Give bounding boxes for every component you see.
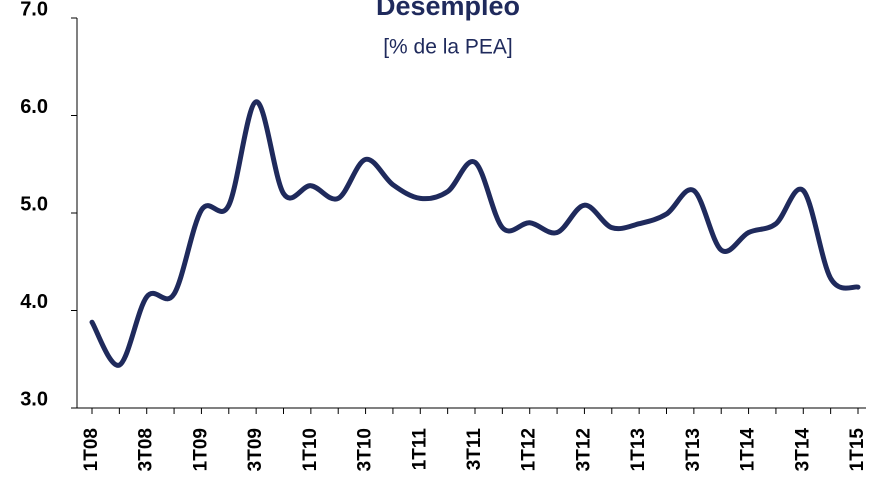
y-tick-label: 4.0 <box>20 291 48 313</box>
x-tick-label: 3T12 <box>573 428 594 471</box>
x-tick-label: 1T14 <box>738 428 759 472</box>
x-tick-label: 3T08 <box>136 428 157 471</box>
x-tick-label: 1T09 <box>190 428 211 471</box>
x-tick-label: 3T13 <box>683 428 704 471</box>
x-tick-label: 1T12 <box>519 428 540 471</box>
y-tick-label: 7.0 <box>20 0 48 20</box>
y-tick-label: 3.0 <box>20 388 48 410</box>
x-tick-label: 3T11 <box>464 428 485 471</box>
x-tick-label: 3T14 <box>792 428 813 472</box>
x-tick-label: 1T10 <box>300 428 321 471</box>
x-tick-label: 1T11 <box>409 428 430 471</box>
chart-subtitle: [% de la PEA] <box>383 36 513 59</box>
x-tick-label: 3T10 <box>355 428 376 471</box>
x-tick-label: 3T09 <box>245 428 266 471</box>
y-tick-label: 5.0 <box>20 193 48 215</box>
x-tick-label: 1T13 <box>628 428 649 471</box>
chart-title: Desempleo <box>376 0 520 21</box>
x-tick-label: 1T15 <box>847 428 868 472</box>
x-tick-label: 1T08 <box>81 428 102 471</box>
y-tick-label: 6.0 <box>20 96 48 118</box>
line-series <box>89 99 861 368</box>
